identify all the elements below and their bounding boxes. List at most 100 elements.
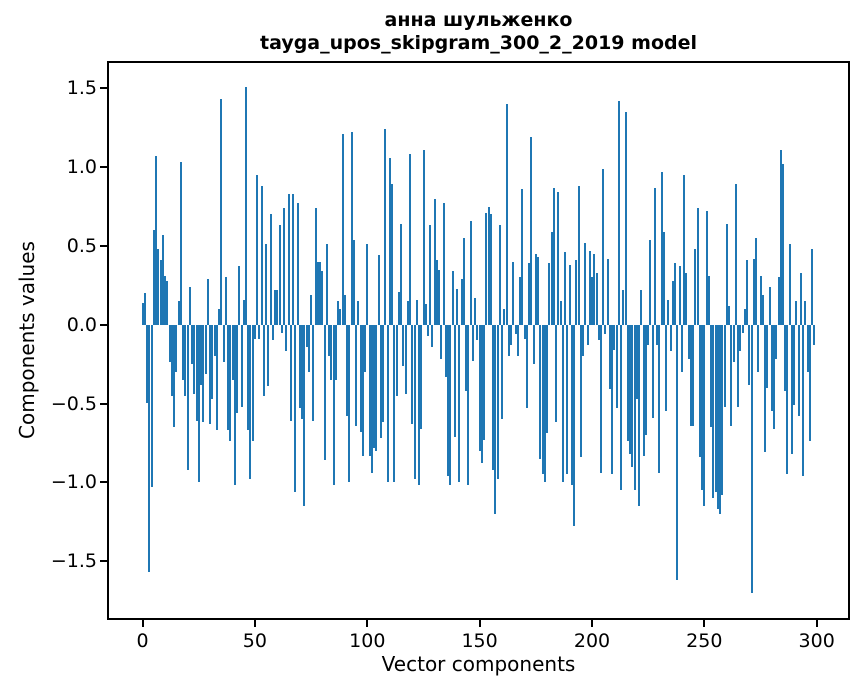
bar [350, 132, 353, 325]
bar [784, 324, 787, 391]
bar [802, 324, 805, 477]
bar [155, 156, 158, 325]
bar [647, 324, 650, 346]
bar [150, 324, 153, 488]
bar [793, 324, 796, 406]
bar [732, 324, 735, 363]
bar [510, 324, 513, 346]
bar [761, 294, 764, 325]
bar [559, 301, 562, 325]
x-tick [591, 620, 593, 627]
bar [366, 244, 369, 325]
bar [337, 301, 340, 325]
bar [332, 324, 335, 486]
bar [400, 223, 402, 325]
bar [438, 269, 441, 325]
bar [474, 297, 477, 325]
bar [644, 324, 647, 436]
bar [689, 324, 692, 426]
bar [357, 301, 360, 325]
bar [638, 324, 641, 506]
bar [242, 299, 245, 325]
bar [719, 324, 721, 514]
bar [642, 324, 645, 456]
bar [301, 324, 304, 420]
bar [710, 324, 713, 428]
bar [294, 324, 297, 492]
bar [611, 324, 614, 475]
bar [429, 225, 432, 325]
x-tick-label: 100 [349, 630, 386, 652]
x-tick-label: 300 [798, 630, 835, 652]
bar [579, 324, 582, 458]
bar [166, 280, 169, 325]
bar [382, 324, 384, 423]
bar [586, 324, 589, 346]
bar [310, 294, 313, 325]
bar [447, 324, 450, 477]
bar [323, 324, 326, 461]
bar [314, 208, 317, 325]
x-tick-label: 250 [686, 630, 723, 652]
bar [550, 231, 553, 325]
y-tick-label: 1.0 [66, 156, 97, 179]
bar [573, 324, 575, 527]
bar [222, 324, 225, 363]
bar [786, 324, 789, 475]
bar [759, 275, 762, 325]
bar [790, 324, 793, 454]
bar [236, 324, 238, 413]
bar [249, 324, 252, 480]
y-tick-label: −0.5 [50, 392, 97, 415]
bar [426, 324, 429, 336]
bar [683, 174, 686, 325]
bar [530, 137, 533, 325]
bar [312, 324, 315, 421]
bar [539, 324, 542, 459]
bar [696, 208, 699, 325]
bar [615, 324, 618, 409]
bar [667, 299, 670, 325]
bar [435, 260, 438, 325]
bar [640, 290, 643, 325]
bar [298, 324, 301, 409]
bar [393, 324, 396, 483]
bar [328, 324, 331, 357]
bar [215, 324, 218, 431]
x-axis-label: Vector components [381, 652, 576, 676]
bar [211, 324, 214, 399]
bar [283, 208, 286, 325]
bar [512, 261, 515, 325]
bar [730, 324, 733, 426]
bar [725, 223, 728, 325]
bar [597, 324, 600, 341]
bar [534, 253, 537, 325]
bar [507, 324, 510, 357]
chart-title: анна шульженко tayga_upos_skipgram_300_2… [109, 9, 848, 54]
bar [505, 104, 508, 325]
bar [788, 244, 791, 325]
bar [739, 324, 742, 352]
bar [723, 324, 726, 407]
bar [577, 186, 580, 325]
bar [159, 260, 162, 325]
bar [339, 309, 342, 325]
bar [415, 299, 418, 325]
bar [795, 301, 798, 325]
bar [503, 309, 506, 325]
bar [384, 129, 387, 325]
bar [348, 324, 351, 483]
bar [514, 324, 517, 335]
bar [157, 249, 160, 325]
bar [424, 304, 427, 325]
bar [325, 244, 328, 325]
bar [175, 324, 178, 372]
bar [456, 288, 459, 325]
bar [168, 324, 171, 363]
bar [346, 324, 349, 417]
bar [296, 203, 299, 325]
bar [701, 324, 704, 491]
y-tick [100, 402, 107, 405]
bar [523, 324, 526, 339]
bar [528, 263, 531, 325]
